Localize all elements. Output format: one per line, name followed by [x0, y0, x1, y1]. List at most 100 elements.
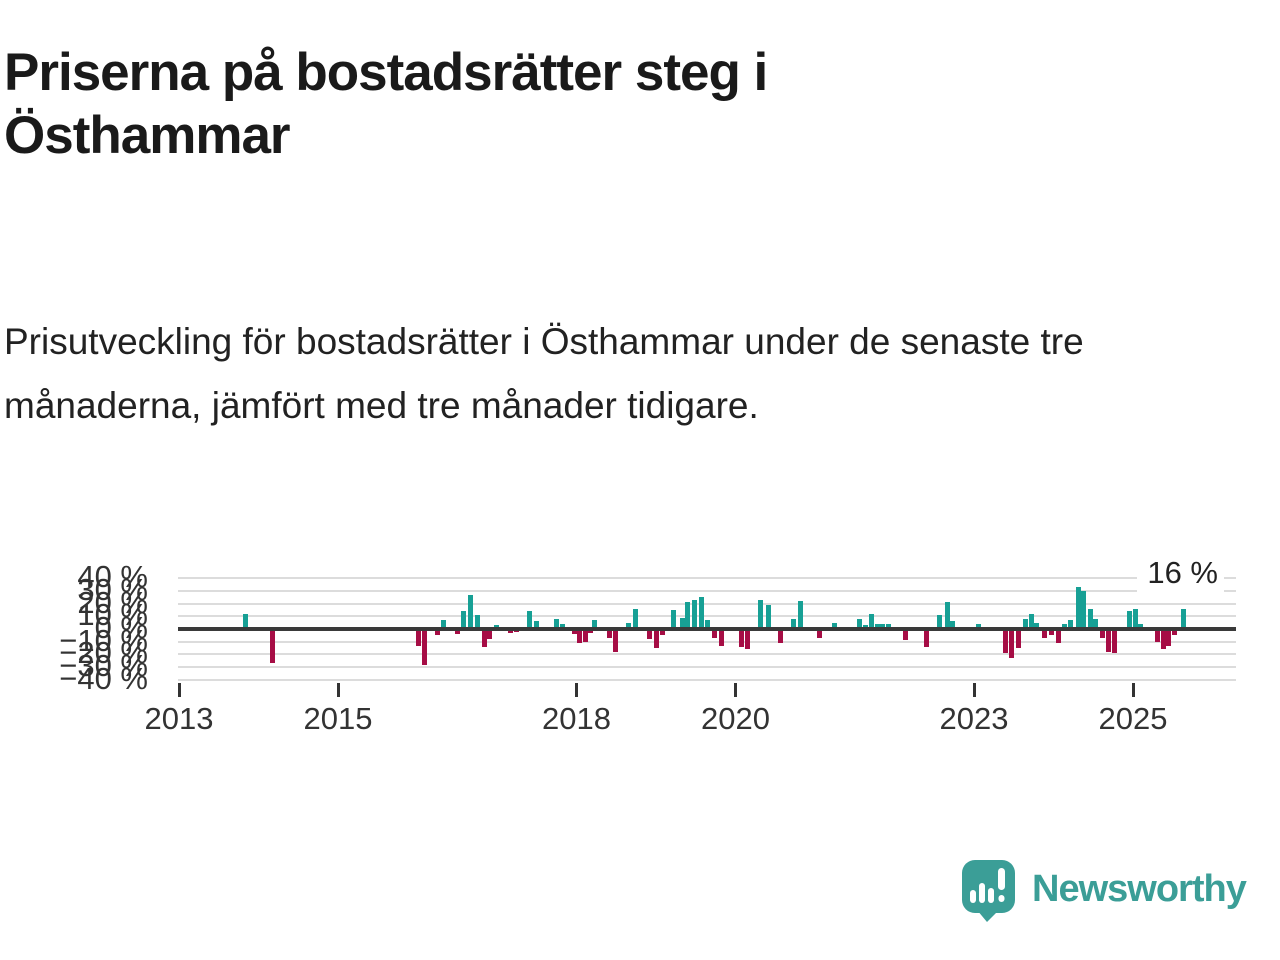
- bar: [1155, 629, 1161, 642]
- bar: [1075, 587, 1081, 629]
- bar: [454, 629, 460, 635]
- bar: [857, 618, 863, 629]
- bar: [461, 611, 467, 629]
- bar: [831, 622, 837, 629]
- x-axis-tick-mark: [1131, 683, 1135, 697]
- bar: [778, 629, 784, 643]
- x-axis-tick-label: 2020: [701, 701, 770, 736]
- bar: [659, 629, 665, 636]
- bar: [765, 604, 771, 629]
- bar: [1016, 629, 1022, 649]
- gridline: [178, 577, 1236, 580]
- gridline: [178, 602, 1236, 605]
- bar: [1160, 629, 1166, 650]
- bar: [1171, 629, 1177, 636]
- bar: [739, 629, 745, 647]
- bar: [744, 629, 750, 650]
- gridline: [178, 678, 1236, 681]
- x-axis-tick-label: 2013: [144, 701, 214, 736]
- bar: [606, 629, 612, 638]
- bar: [654, 629, 660, 649]
- bar: [632, 608, 638, 629]
- gridline: [178, 653, 1236, 656]
- bar: [670, 609, 676, 629]
- y-axis-tick-label: 20 %: [77, 584, 148, 620]
- y-axis-tick-label: −30 %: [59, 648, 148, 684]
- bar: [945, 602, 951, 629]
- x-axis-tick-label: 2018: [542, 701, 611, 736]
- bar: [243, 613, 249, 629]
- x-axis-tick-mark: [734, 683, 737, 697]
- bar: [1138, 623, 1144, 629]
- bar: [415, 629, 421, 646]
- bar: [937, 615, 943, 629]
- x-axis-tick-label: 2023: [939, 701, 1009, 736]
- bar: [698, 597, 704, 629]
- bar: [1127, 611, 1133, 629]
- zero-baseline: [178, 627, 1236, 631]
- bar: [625, 622, 631, 629]
- price-development-bar-chart: 16 % 40 % 30 % 20 % 10 % 0 % −10 % −20 % −30 % −…: [0, 554, 1280, 765]
- y-axis-tick-label: −40 %: [59, 660, 148, 696]
- bar: [1093, 618, 1099, 629]
- page-title: Priserna på bostadsrätter steg i Östhamm…: [4, 43, 768, 165]
- bar: [1105, 629, 1111, 652]
- bar: [685, 602, 691, 629]
- bar: [1023, 618, 1029, 629]
- bar: [875, 623, 881, 629]
- bar: [270, 629, 276, 664]
- bar: [1008, 629, 1014, 659]
- newsworthy-logo-icon: [962, 860, 1015, 922]
- bar: [474, 615, 480, 629]
- bar: [880, 623, 886, 629]
- bar: [705, 620, 711, 629]
- bar: [1087, 608, 1093, 629]
- x-axis-tick-mark: [575, 683, 578, 697]
- x-axis-tick-label: 2015: [303, 701, 373, 736]
- bar: [1100, 629, 1106, 638]
- bar: [1181, 608, 1187, 629]
- bar: [434, 629, 440, 636]
- bar: [950, 621, 956, 629]
- gridline: [178, 640, 1236, 643]
- bar: [976, 623, 982, 629]
- bar: [1042, 629, 1048, 638]
- bar: [791, 618, 797, 629]
- y-axis-tick-label: 0 %: [94, 610, 148, 645]
- bar: [712, 629, 718, 638]
- bar: [527, 611, 533, 629]
- bar: [468, 594, 474, 629]
- bar: [923, 629, 929, 647]
- bar: [1067, 620, 1073, 629]
- y-axis-tick-label: 30 %: [77, 571, 148, 607]
- bar: [1132, 608, 1138, 629]
- newsworthy-branding: Newsworthy: [962, 860, 1247, 922]
- bar: [582, 629, 588, 642]
- x-axis-tick-mark: [177, 683, 181, 697]
- bar: [1003, 629, 1009, 654]
- newsworthy-wordmark: Newsworthy: [1032, 868, 1247, 910]
- bar: [817, 629, 823, 638]
- bar: [441, 620, 447, 629]
- bar: [571, 629, 577, 635]
- bar: [422, 629, 428, 665]
- y-axis-tick-label: −20 %: [59, 635, 148, 671]
- bar: [1034, 622, 1040, 629]
- y-axis-tick-label: 10 %: [77, 597, 148, 633]
- last-bar-value-label: 16 %: [1137, 554, 1224, 594]
- bar: [554, 618, 560, 629]
- gridline: [178, 615, 1236, 618]
- bar: [1048, 629, 1054, 636]
- bar: [868, 613, 874, 629]
- bar: [559, 623, 565, 629]
- bar: [1112, 629, 1118, 654]
- bar: [691, 599, 697, 629]
- bar: [903, 629, 909, 641]
- bar: [679, 617, 685, 629]
- y-axis-tick-label: −10 %: [59, 622, 148, 658]
- x-axis-tick-mark: [972, 683, 976, 697]
- x-axis-tick-mark: [336, 683, 340, 697]
- bar: [647, 629, 653, 640]
- bar: [757, 599, 763, 629]
- x-axis-tick-label: 2025: [1098, 701, 1168, 736]
